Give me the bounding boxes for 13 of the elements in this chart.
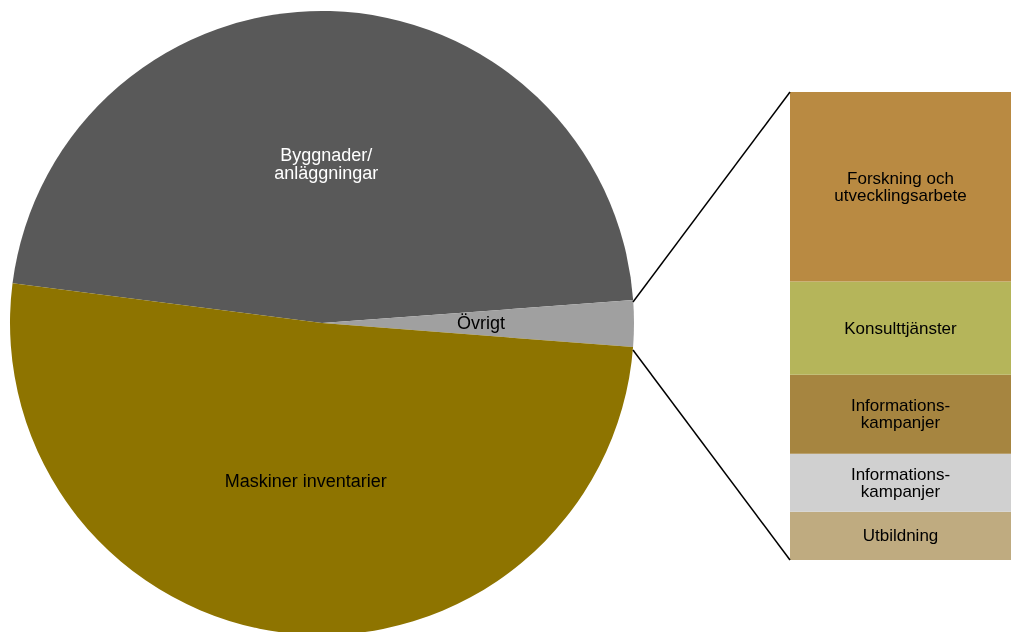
- bar: [790, 281, 1011, 375]
- bar: [790, 453, 1011, 512]
- series-label: Utbildning: [862, 526, 939, 546]
- slice-label: Maskiner inventarier: [224, 471, 387, 492]
- bar: [790, 511, 1011, 560]
- series-label: Informations-kampanjer: [850, 396, 951, 433]
- bar: [790, 92, 1011, 282]
- series-label: Forskning och utvecklingsarbete: [834, 168, 967, 205]
- bar: [790, 374, 1011, 454]
- series-label: Konsulttjänster: [844, 318, 958, 338]
- slice-label: Byggnader/ anläggningar: [274, 145, 379, 184]
- slice-label: Övrigt: [456, 313, 506, 334]
- series-label: Informations-kampanjer: [850, 464, 951, 501]
